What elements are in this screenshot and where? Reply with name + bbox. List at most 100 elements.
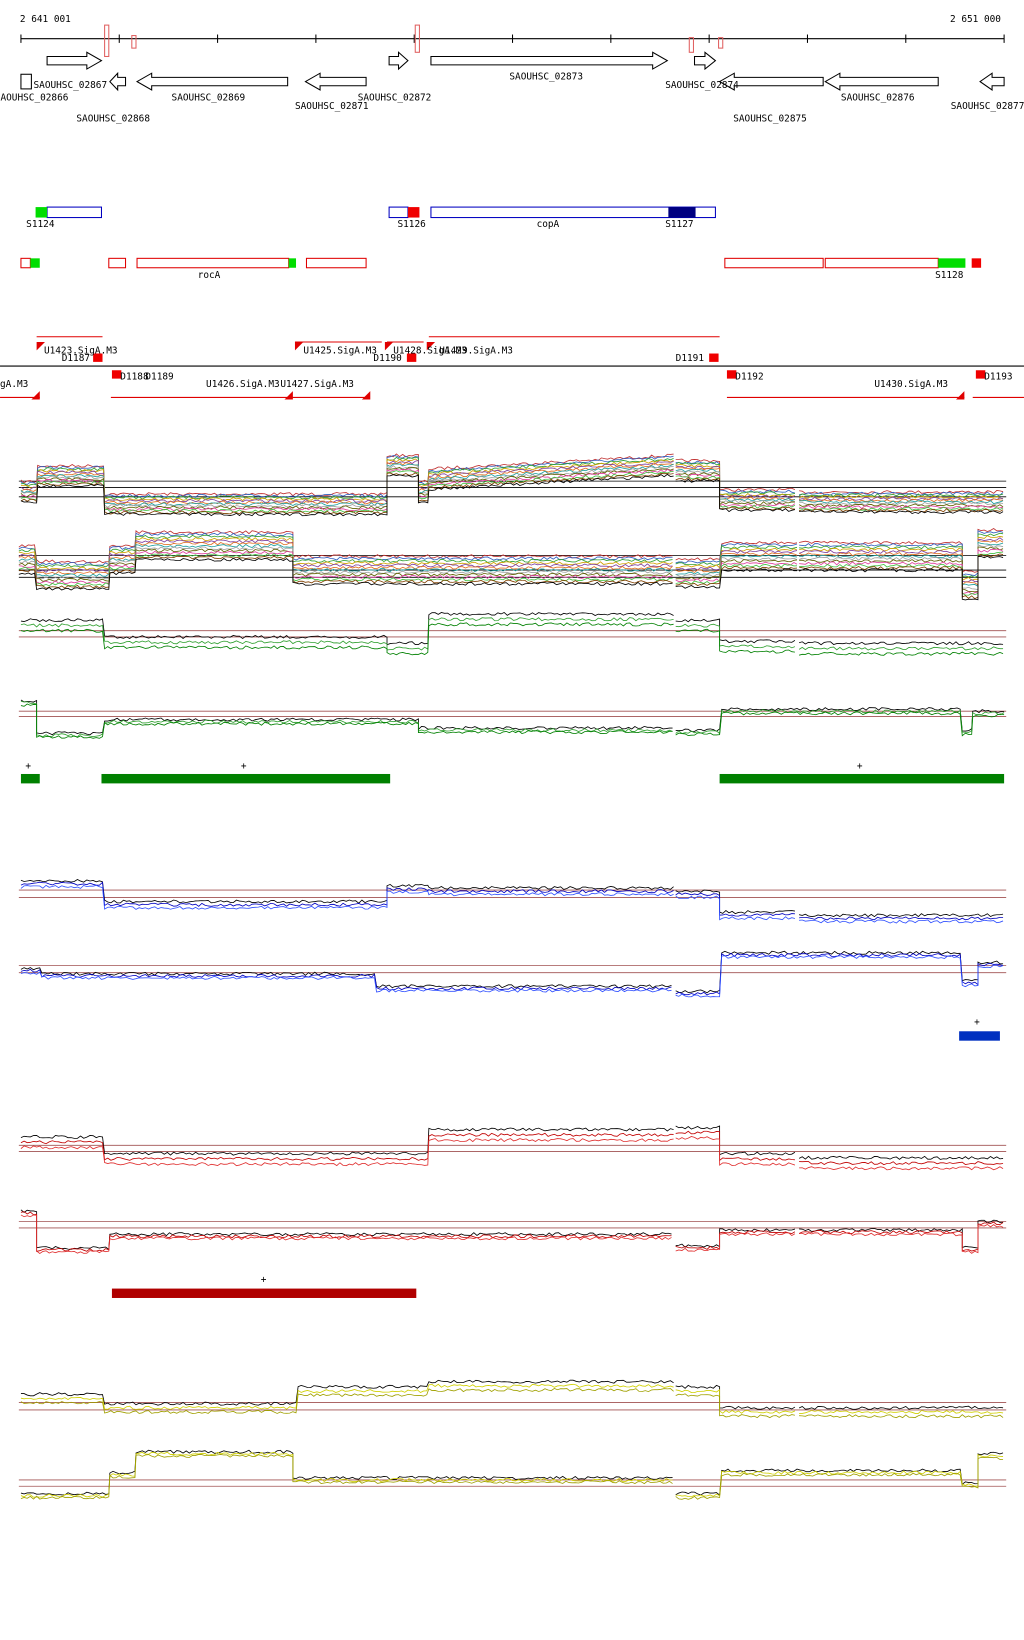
strand-label: + bbox=[261, 1274, 267, 1285]
region-bar bbox=[101, 773, 391, 784]
promoter-label: D1188 bbox=[120, 372, 149, 383]
signal-line bbox=[20, 456, 1004, 500]
gene-arrow bbox=[718, 72, 824, 91]
feature-box bbox=[20, 257, 31, 269]
ruler-mark bbox=[414, 24, 420, 53]
signal-line bbox=[20, 611, 1004, 646]
feature-box bbox=[971, 258, 982, 268]
signal-line bbox=[18, 553, 1004, 600]
gene-arrow bbox=[46, 51, 103, 70]
signal-line bbox=[20, 1449, 1004, 1496]
gene-label: SAOUHSC_02869 bbox=[172, 92, 246, 103]
promoter-label: D1190 bbox=[373, 353, 402, 364]
signal-line bbox=[20, 1130, 1004, 1166]
strand-label: + bbox=[974, 1017, 980, 1028]
feature-box bbox=[388, 206, 409, 219]
signal-line bbox=[18, 539, 1004, 586]
signal-line bbox=[20, 1451, 1004, 1498]
strand-label: + bbox=[857, 761, 863, 772]
feature-label: S1127 bbox=[665, 219, 693, 230]
feature-box bbox=[305, 257, 367, 269]
strand-label: + bbox=[25, 761, 31, 772]
promoter-flag bbox=[955, 391, 965, 400]
promoter-label: U1427.SigA.M3 bbox=[280, 379, 354, 390]
signal-line bbox=[18, 528, 1004, 573]
feature-box bbox=[30, 258, 40, 268]
promoter-label: U1428.SigA.M3 bbox=[393, 346, 467, 357]
promoter-flag bbox=[294, 342, 304, 351]
signal-line bbox=[20, 1125, 1004, 1160]
gene-label: SAOUHSC_02872 bbox=[358, 92, 432, 103]
promoter-flag bbox=[284, 391, 293, 400]
signal-line bbox=[18, 532, 1004, 578]
gene-label: SAOUHSC_02874 bbox=[665, 80, 739, 91]
gene-arrow bbox=[824, 72, 939, 91]
gene-arrow bbox=[304, 72, 367, 91]
promoter-flag bbox=[361, 391, 371, 400]
signal-line bbox=[20, 1211, 1004, 1252]
region-bar bbox=[959, 1031, 1000, 1041]
gene-arrow bbox=[979, 72, 1005, 91]
signal-line bbox=[18, 541, 1004, 587]
feature-label: copA bbox=[537, 219, 560, 230]
gene-label: SAOUHSC_02876 bbox=[841, 92, 915, 103]
region-bar bbox=[111, 1288, 417, 1298]
signal-line bbox=[20, 1387, 1004, 1419]
ruler-mark bbox=[131, 35, 137, 49]
signal-line bbox=[20, 955, 1004, 998]
promoter-label: U1423.SigA.M3 bbox=[44, 346, 118, 357]
signal-line bbox=[20, 1209, 1004, 1251]
promoter-label: U1429.SigA.M3 bbox=[439, 346, 513, 357]
promoter-site bbox=[93, 353, 103, 362]
signal-line bbox=[20, 699, 1005, 736]
promoter-label: D1191 bbox=[676, 353, 705, 364]
promoter-site bbox=[111, 370, 122, 379]
signal-line bbox=[20, 470, 1004, 513]
signal-line bbox=[20, 1383, 1004, 1414]
signal-line bbox=[20, 468, 1004, 512]
signal-line bbox=[20, 881, 1004, 921]
signal-line bbox=[20, 473, 1004, 517]
promoter-label: gA.M3 bbox=[0, 379, 28, 390]
feature-label: rocA bbox=[198, 270, 221, 281]
signal-line bbox=[20, 1214, 1004, 1254]
gene-arrow bbox=[430, 51, 669, 70]
feature-box bbox=[668, 207, 696, 218]
feature-label: S1124 bbox=[26, 219, 55, 230]
gene-label: SAOUHSC_02873 bbox=[509, 71, 583, 82]
feature-box bbox=[724, 257, 824, 269]
gene-label: SAOUHSC_02866 bbox=[0, 92, 69, 103]
ruler-mark bbox=[688, 37, 694, 53]
signal-line bbox=[20, 622, 1004, 656]
signal-line bbox=[20, 884, 1004, 924]
promoter-flag bbox=[31, 391, 40, 400]
promoter-label: U1426.SigA.M3 bbox=[206, 379, 280, 390]
feature-box bbox=[35, 207, 48, 218]
promoter-site bbox=[975, 370, 986, 379]
signal-line bbox=[20, 617, 1004, 651]
feature-box bbox=[46, 206, 102, 219]
gene-arrow bbox=[693, 51, 717, 71]
promoter-site bbox=[406, 353, 417, 362]
feature-box bbox=[288, 258, 297, 268]
ruler-mark bbox=[104, 24, 110, 58]
gene-arrow bbox=[135, 72, 289, 91]
promoter-label: D1193 bbox=[984, 372, 1012, 383]
ruler-label: 2 651 000 bbox=[950, 14, 1001, 25]
promoter-label: D1189 bbox=[145, 372, 174, 383]
feature-label: S1126 bbox=[397, 219, 426, 230]
signal-line bbox=[20, 453, 1004, 497]
feature-box bbox=[824, 257, 939, 269]
gene-label: SAOUHSC_02871 bbox=[295, 101, 369, 112]
gene-label: SAOUHSC_02875 bbox=[733, 113, 807, 124]
feature-box bbox=[938, 258, 966, 268]
region-bar bbox=[719, 773, 1005, 784]
gene-box bbox=[20, 73, 32, 90]
gene-label: SAOUHSC_02877 bbox=[951, 101, 1024, 112]
gene-arrow bbox=[388, 51, 409, 71]
feature-box bbox=[407, 207, 420, 218]
signal-line bbox=[20, 1454, 1004, 1500]
gene-label: SAOUHSC_02868 bbox=[76, 113, 150, 124]
feature-box bbox=[136, 257, 290, 269]
